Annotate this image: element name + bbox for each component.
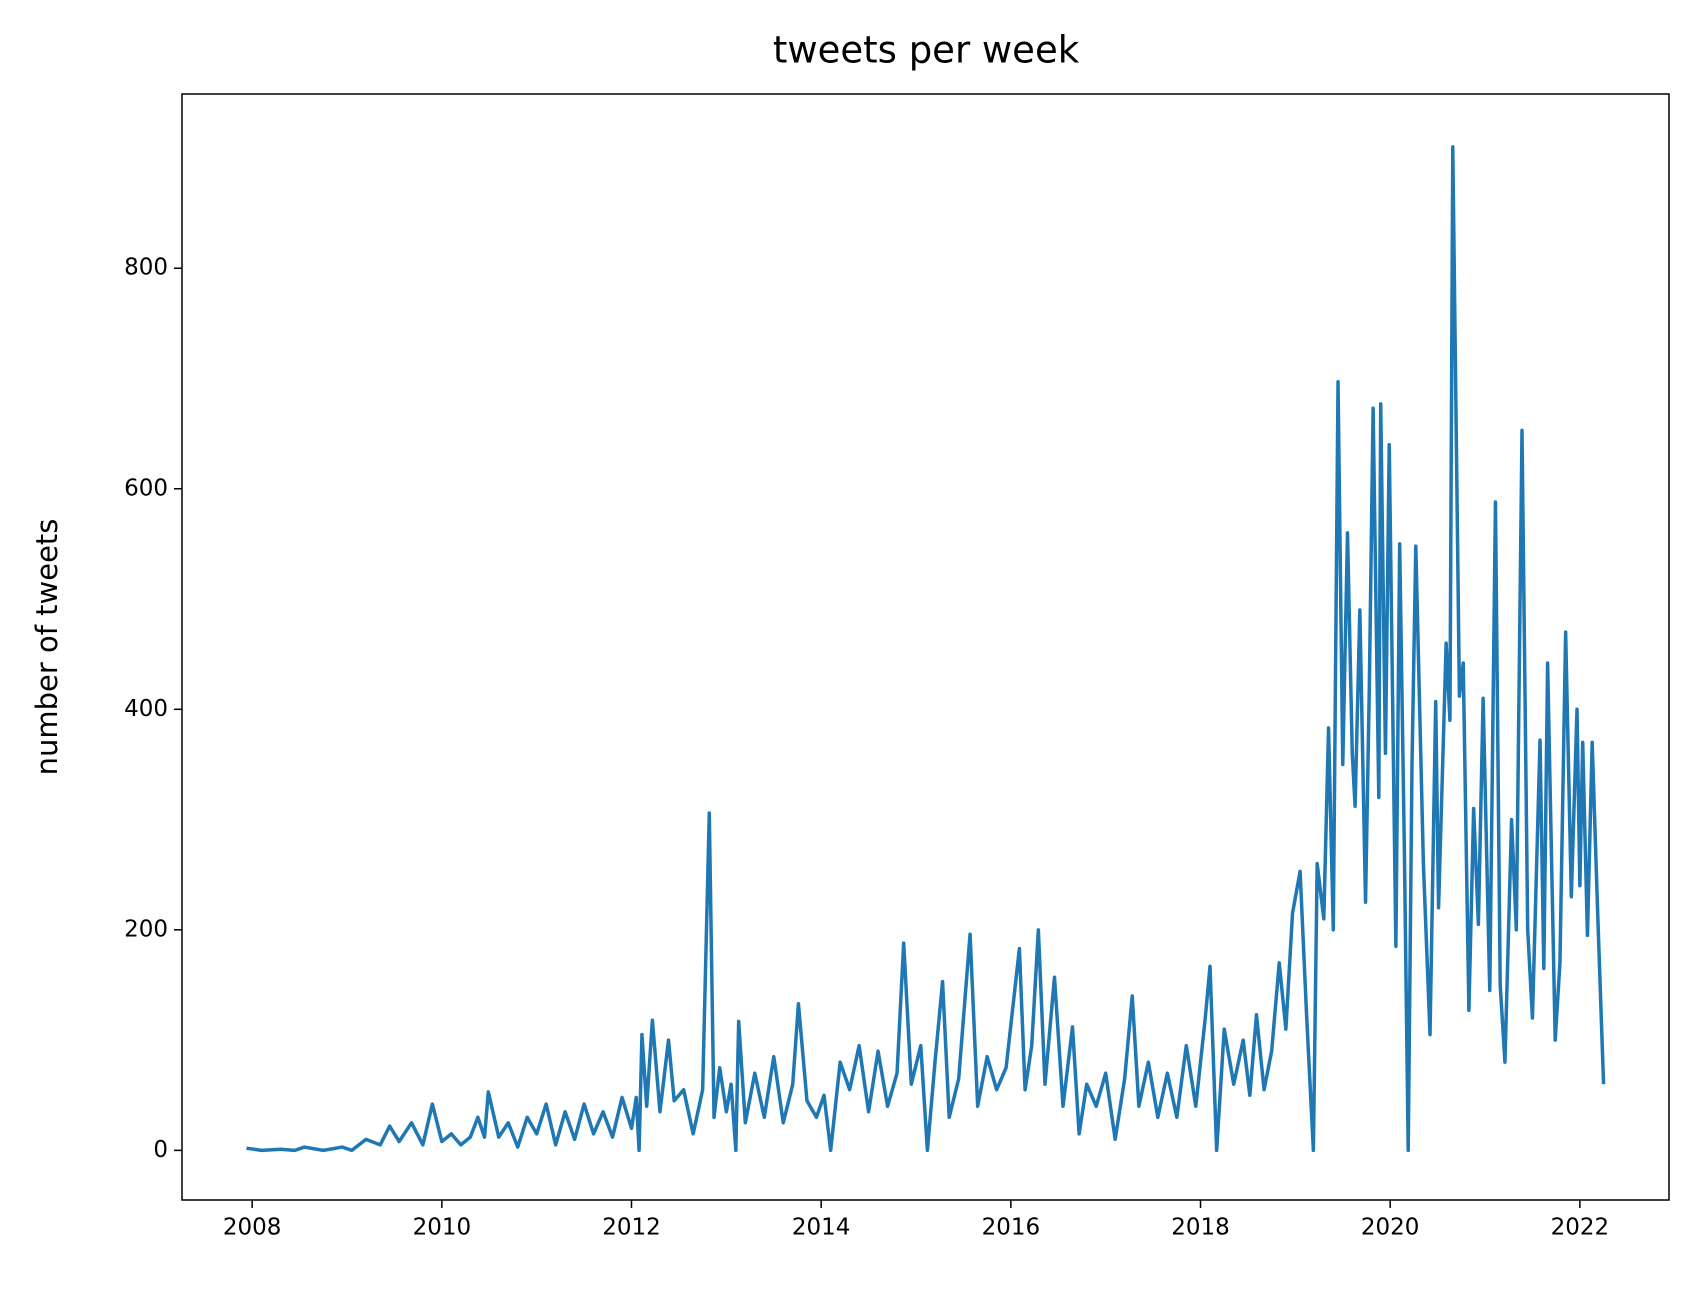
x-tick-label: 2014 — [792, 1215, 851, 1241]
chart-title: tweets per week — [773, 29, 1080, 72]
y-tick-label: 800 — [124, 255, 168, 281]
x-tick-label: 2016 — [982, 1215, 1041, 1241]
y-axis-label: number of tweets — [30, 519, 64, 776]
data-line — [246, 145, 1606, 1153]
x-tick-label: 2008 — [223, 1215, 282, 1241]
x-tick-label: 2010 — [413, 1215, 472, 1241]
x-tick-label: 2020 — [1361, 1215, 1420, 1241]
y-tick-label: 200 — [124, 916, 168, 942]
y-tick-label: 400 — [124, 696, 168, 722]
y-tick-label: 600 — [124, 475, 168, 501]
y-tick-label: 0 — [153, 1137, 168, 1163]
x-tick-label: 2012 — [602, 1215, 661, 1241]
plot-frame — [181, 93, 1670, 1201]
x-tick-label: 2022 — [1551, 1215, 1610, 1241]
x-tick-label: 2018 — [1171, 1215, 1230, 1241]
